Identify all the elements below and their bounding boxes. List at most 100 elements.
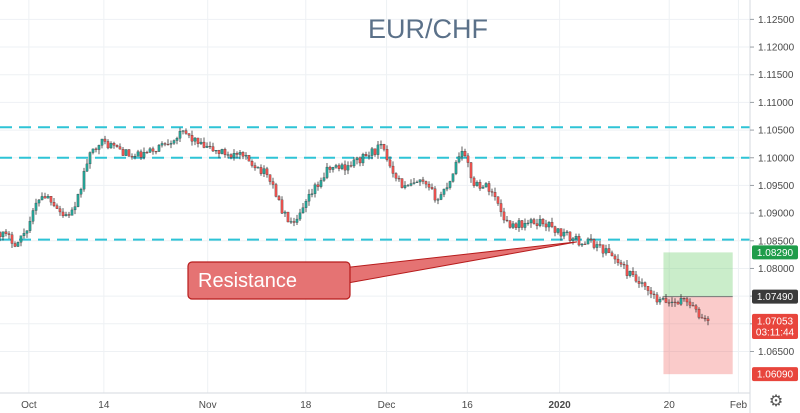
candle-body: [91, 148, 95, 153]
candle-body: [406, 185, 410, 187]
candle-body: [229, 154, 233, 158]
candle-body: [397, 178, 401, 180]
candle-body: [163, 143, 167, 145]
candle-body: [43, 196, 47, 199]
price-tag-label: 1.08290: [757, 248, 794, 259]
price-tick-label: 1.10000: [758, 153, 795, 164]
candle-body: [511, 223, 515, 228]
candle-body: [346, 165, 350, 171]
candle-body: [22, 233, 26, 236]
candle-body: [355, 157, 359, 161]
candle-body: [181, 130, 185, 132]
candle-body: [493, 192, 497, 197]
candle-body: [592, 239, 596, 248]
gear-icon[interactable]: ⚙: [768, 391, 784, 410]
candle-body: [157, 144, 161, 152]
candle-body: [349, 165, 353, 167]
callout-layer: Resistance: [187, 241, 578, 300]
candle-body: [58, 208, 62, 213]
candle-body: [178, 130, 182, 139]
candle-body: [142, 152, 146, 158]
time-tick-label: Dec: [378, 400, 396, 411]
candle-body: [340, 164, 344, 169]
candle-body: [247, 155, 251, 162]
time-tick-label: 20: [664, 400, 676, 411]
price-tag: [752, 289, 798, 304]
candle-body: [205, 145, 209, 148]
candle-body: [484, 183, 488, 188]
candle-body: [652, 293, 656, 295]
candle-body: [436, 199, 440, 201]
candle-body: [361, 154, 365, 164]
price-tick-label: 1.11500: [758, 70, 794, 81]
candle-body: [133, 156, 137, 158]
candle-body: [541, 218, 545, 225]
candle-body: [130, 156, 134, 158]
price-tag: [752, 313, 798, 328]
candle-body: [475, 182, 479, 186]
candle-body: [322, 177, 326, 181]
candle-body: [220, 149, 224, 154]
candle-body: [46, 196, 50, 199]
candle-body: [232, 153, 236, 158]
candle-body: [553, 226, 557, 233]
candles-layer: [0, 127, 710, 326]
candle-body: [601, 244, 605, 254]
candle-body: [586, 238, 590, 245]
candle-body: [73, 206, 77, 211]
candle-body: [286, 211, 290, 223]
candle-body: [682, 298, 686, 300]
candle-body: [67, 214, 71, 216]
candle-body: [538, 218, 542, 226]
candle-body: [580, 243, 584, 246]
candle-body: [403, 185, 407, 188]
candle-body: [448, 181, 452, 188]
candle-body: [544, 223, 548, 228]
candle-body: [634, 274, 638, 282]
candle-body: [628, 271, 632, 276]
candle-body: [196, 137, 200, 144]
candle-body: [676, 301, 680, 305]
candle-body: [61, 211, 65, 217]
candle-body: [127, 149, 131, 157]
candle-body: [76, 194, 80, 207]
candle-body: [472, 177, 476, 186]
price-axis: 1.12500 1.12000 1.11500 1.11000 1.10500 1.100…: [750, 15, 795, 358]
time-tick-label: Nov: [199, 400, 217, 411]
candle-body: [115, 145, 119, 147]
candle-body: [457, 156, 461, 163]
candle-body: [169, 143, 173, 145]
candle-body: [481, 186, 485, 189]
candle-body: [358, 157, 362, 164]
candle-body: [433, 188, 437, 201]
loss-zone: [663, 296, 733, 375]
candle-body: [211, 146, 215, 152]
candle-body: [370, 148, 374, 156]
candle-body: [316, 184, 320, 187]
candle-body: [271, 181, 275, 185]
candle-body: [499, 203, 503, 213]
candle-body: [463, 151, 467, 157]
candle-body: [223, 149, 227, 155]
price-tick-label: 1.12500: [758, 15, 795, 26]
candle-body: [502, 211, 506, 221]
candle-body: [385, 149, 389, 161]
candle-body: [0, 232, 2, 238]
candle-body: [112, 143, 116, 146]
candle-body: [265, 168, 269, 175]
candle-body: [646, 286, 650, 291]
grid-layer: [0, 0, 750, 393]
candle-body: [40, 196, 44, 201]
time-tick-label: 18: [300, 400, 312, 411]
candle-body: [241, 152, 245, 157]
candle-body: [214, 150, 218, 152]
candle-body: [34, 202, 38, 211]
candle-body: [55, 205, 59, 209]
candle-body: [148, 148, 152, 153]
candle-body: [208, 145, 212, 148]
candle-body: [655, 294, 659, 303]
candle-body: [454, 161, 458, 174]
candle-body: [28, 221, 32, 231]
candle-body: [550, 222, 554, 227]
